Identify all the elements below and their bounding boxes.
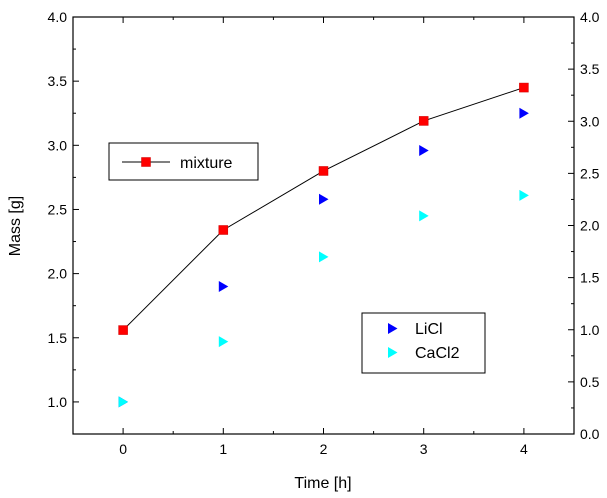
left-tick-label: 3.5: [48, 73, 68, 89]
x-tick-label: 2: [320, 441, 328, 457]
right-tick-label: 3.5: [580, 61, 600, 77]
series-mixture-point: [519, 82, 529, 93]
x-axis-label: Time [h]: [294, 475, 351, 492]
right-tick-label: 1.5: [580, 270, 600, 286]
left-axis-ticks: 1.0 1.5 2.0 2.5 3.0 3.5 4.0: [48, 9, 79, 435]
series-cacl2-point: [319, 251, 329, 263]
series-mixture-point: [418, 116, 429, 126]
left-tick-label: 3.0: [48, 137, 68, 153]
right-tick-label: 4.0: [580, 9, 600, 25]
legend-cacl2-marker: [388, 347, 398, 358]
legend-cacl2-label: CaCl2: [415, 345, 460, 362]
series-mixture-point: [118, 325, 128, 335]
left-tick-label: 2.5: [48, 201, 68, 217]
right-tick-label: 3.0: [580, 113, 600, 129]
left-tick-label: 4.0: [48, 9, 68, 25]
x-tick-label: 4: [520, 441, 528, 457]
legend-salts-box: [361, 312, 486, 374]
series-mixture-line: [122, 87, 525, 331]
x-axis-ticks: 0 1 2 3 4: [119, 17, 528, 457]
series-cacl2-point: [218, 336, 229, 348]
series-mixture-point: [318, 166, 329, 176]
right-tick-label: 1.0: [580, 322, 600, 338]
series-cacl2-point: [419, 210, 429, 222]
series-mixture-point: [218, 225, 229, 235]
x-tick-label: 1: [219, 441, 227, 457]
right-axis-ticks: 0.0 0.5 1.0 1.5 2.0 2.5 3.0 3.5 4.0: [568, 9, 600, 442]
series-layer: [118, 82, 529, 408]
plot-frame: [72, 16, 575, 435]
series-licl-point: [419, 144, 429, 156]
legend-mixture-marker: [141, 157, 151, 167]
legend-licl-marker: [388, 323, 398, 334]
series-cacl2-point: [519, 189, 529, 201]
series-licl-point: [319, 193, 329, 205]
y-axis-label: Mass [g]: [7, 196, 24, 256]
legend-salts: LiCl CaCl2: [361, 312, 486, 374]
series-licl-point: [519, 107, 529, 119]
right-tick-label: 0.5: [580, 374, 600, 390]
series-licl-point: [218, 280, 229, 292]
right-tick-label: 2.0: [580, 218, 600, 234]
left-tick-label: 2.0: [48, 266, 68, 282]
right-tick-label: 2.5: [580, 165, 600, 181]
series-cacl2-point: [118, 396, 129, 408]
legend-mixture-label: mixture: [180, 155, 233, 172]
x-tick-label: 0: [119, 441, 127, 457]
right-tick-label: 0.0: [580, 426, 600, 442]
left-tick-label: 1.0: [48, 394, 68, 410]
x-tick-label: 3: [420, 441, 428, 457]
legend-mixture: mixture: [108, 142, 259, 181]
left-tick-label: 1.5: [48, 330, 68, 346]
legend-licl-label: LiCl: [415, 321, 443, 338]
